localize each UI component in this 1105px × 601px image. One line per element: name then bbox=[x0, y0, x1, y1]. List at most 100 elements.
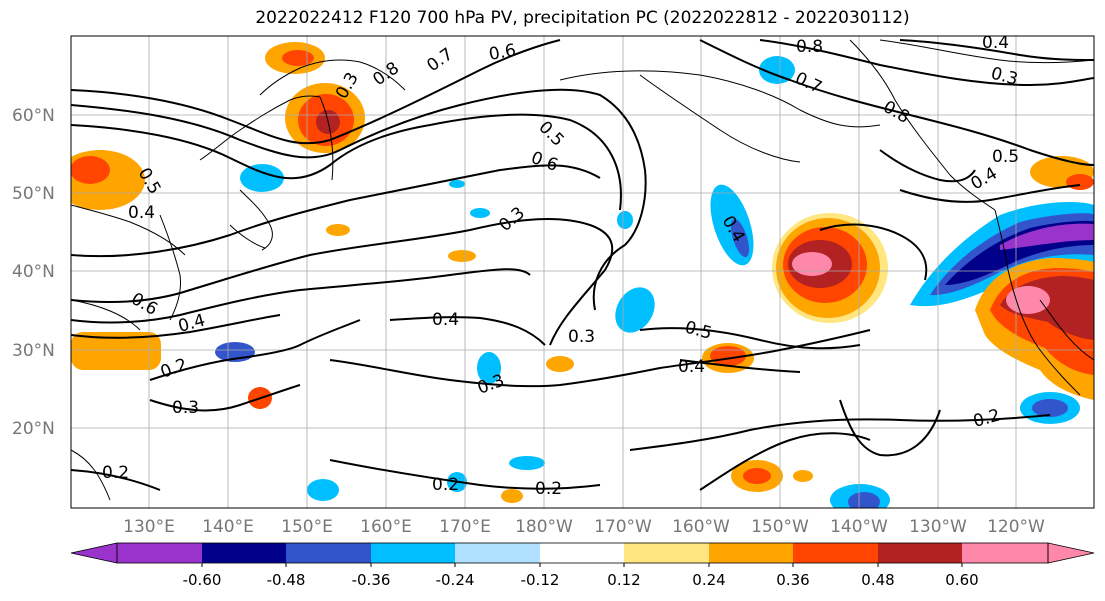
precip-blob bbox=[240, 164, 284, 192]
lon-label: 150°E bbox=[281, 517, 333, 537]
map-title: 2022022412 F120 700 hPa PV, precipitatio… bbox=[255, 8, 910, 28]
contour-label: 0.3 bbox=[568, 327, 595, 347]
lon-label: 170°W bbox=[594, 517, 652, 537]
precip-blob bbox=[730, 218, 750, 258]
colorbar-swatch bbox=[624, 543, 709, 563]
contour-label: 0.5 bbox=[683, 318, 714, 344]
precip-blob bbox=[501, 489, 523, 503]
colorbar-swatch bbox=[371, 543, 455, 563]
lat-label: 40°N bbox=[12, 262, 55, 282]
colorbar-tick-label: -0.48 bbox=[267, 571, 306, 589]
precip-blob bbox=[1006, 286, 1050, 314]
lon-label: 180°W bbox=[515, 517, 573, 537]
colorbar bbox=[70, 542, 1095, 567]
lon-label: 130°E bbox=[123, 517, 175, 537]
colorbar-tick-label: 0.24 bbox=[692, 571, 725, 589]
precip-blob bbox=[848, 492, 880, 508]
precip-blob bbox=[282, 50, 314, 66]
lon-label: 130°W bbox=[909, 517, 967, 537]
colorbar-tick-label: 0.12 bbox=[607, 571, 640, 589]
contour-label: 0.2 bbox=[535, 479, 562, 499]
precip-blob bbox=[71, 332, 161, 370]
contour-label: 0.8 bbox=[796, 37, 823, 57]
precip-blob bbox=[759, 56, 795, 84]
lon-label: 120°W bbox=[987, 517, 1045, 537]
contour-label: 0.4 bbox=[968, 163, 1001, 194]
precip-blob bbox=[1032, 399, 1068, 417]
precip-blob bbox=[793, 470, 813, 482]
colorbar-swatch bbox=[962, 543, 1048, 563]
colorbar-tick-labels: -0.60 -0.48 -0.36 -0.24 -0.12 0.12 0.24 … bbox=[183, 571, 979, 589]
precip-blob bbox=[307, 479, 339, 501]
contour-label: 0.5 bbox=[992, 147, 1019, 167]
precip-blob bbox=[470, 208, 490, 218]
precip-blob bbox=[546, 356, 574, 372]
colorbar-extend-low bbox=[70, 542, 118, 564]
contour-label: 0.3 bbox=[989, 64, 1020, 90]
colorbar-swatch bbox=[878, 543, 962, 563]
lat-labels: 60°N 50°N 40°N 30°N 20°N bbox=[12, 106, 55, 439]
colorbar-swatch bbox=[709, 543, 793, 563]
contour-label: 0.2 bbox=[158, 355, 190, 383]
colorbar-swatch bbox=[286, 543, 371, 563]
contour-label: 0.4 bbox=[982, 33, 1009, 53]
lon-label: 160°W bbox=[672, 517, 730, 537]
colorbar-tick-label: 0.60 bbox=[945, 571, 978, 589]
precip-blob bbox=[1000, 223, 1094, 250]
precip-blob bbox=[326, 224, 350, 236]
lat-label: 50°N bbox=[12, 184, 55, 204]
colorbar-outline bbox=[116, 542, 1049, 564]
colorbar-extend-high bbox=[1047, 542, 1095, 564]
coastlines bbox=[71, 39, 1094, 501]
contour-label: 0.4 bbox=[678, 357, 705, 377]
colorbar-tick-label: -0.36 bbox=[352, 571, 391, 589]
colorbar-swatch bbox=[455, 543, 540, 563]
contour-label: 0.6 bbox=[487, 41, 517, 65]
colorbar-tick-label: 0.36 bbox=[776, 571, 809, 589]
colorbar-tick-label: -0.24 bbox=[436, 571, 475, 589]
contour-label: 0.6 bbox=[128, 289, 161, 320]
contour-label: 0.8 bbox=[369, 58, 403, 90]
colorbar-swatch bbox=[202, 543, 286, 563]
colorbar-tick-label: -0.60 bbox=[183, 571, 222, 589]
colorbar-swatch bbox=[540, 543, 624, 563]
lon-labels: 130°E 140°E 150°E 160°E 170°E 180°W 170°… bbox=[123, 517, 1045, 537]
contour-label: 0.2 bbox=[102, 463, 129, 483]
contour-label: 0.7 bbox=[423, 44, 457, 76]
contour-label: 0.5 bbox=[534, 117, 567, 150]
lat-label: 30°N bbox=[12, 341, 55, 361]
colorbar-swatch bbox=[117, 543, 202, 563]
contour-label: 0.3 bbox=[172, 398, 199, 418]
lon-label: 140°E bbox=[202, 517, 254, 537]
contour-label: 0.4 bbox=[128, 203, 155, 223]
precip-blob bbox=[792, 252, 832, 276]
precip-blob bbox=[448, 250, 476, 262]
precip-blob bbox=[1066, 174, 1094, 190]
lat-label: 60°N bbox=[12, 106, 55, 126]
precip-blob bbox=[615, 287, 655, 333]
contour-label: 0.4 bbox=[432, 310, 459, 330]
lon-label: 140°W bbox=[830, 517, 888, 537]
precip-blob bbox=[617, 211, 633, 229]
contour-label: 0.2 bbox=[432, 475, 459, 495]
colorbar-tick-label: 0.48 bbox=[861, 571, 894, 589]
colorbar-tick-label: -0.12 bbox=[521, 571, 560, 589]
precip-blob bbox=[477, 352, 501, 384]
precip-blob bbox=[449, 180, 465, 188]
contour-label: 0.8 bbox=[880, 97, 913, 128]
lat-label: 20°N bbox=[12, 419, 55, 439]
contour-label: 0.6 bbox=[528, 148, 560, 176]
precip-blob bbox=[710, 346, 746, 366]
contour-label: 0.3 bbox=[495, 203, 529, 236]
precip-blob bbox=[509, 456, 545, 470]
colorbar-swatch bbox=[793, 543, 878, 563]
lon-label: 170°E bbox=[439, 517, 491, 537]
precip-blob bbox=[743, 468, 771, 484]
pv-contours bbox=[71, 39, 1094, 491]
contour-label: 0.7 bbox=[792, 68, 825, 98]
lon-label: 160°E bbox=[360, 517, 412, 537]
precip-blob bbox=[71, 156, 110, 184]
map-frame bbox=[70, 35, 1095, 509]
lon-label: 150°W bbox=[751, 517, 809, 537]
